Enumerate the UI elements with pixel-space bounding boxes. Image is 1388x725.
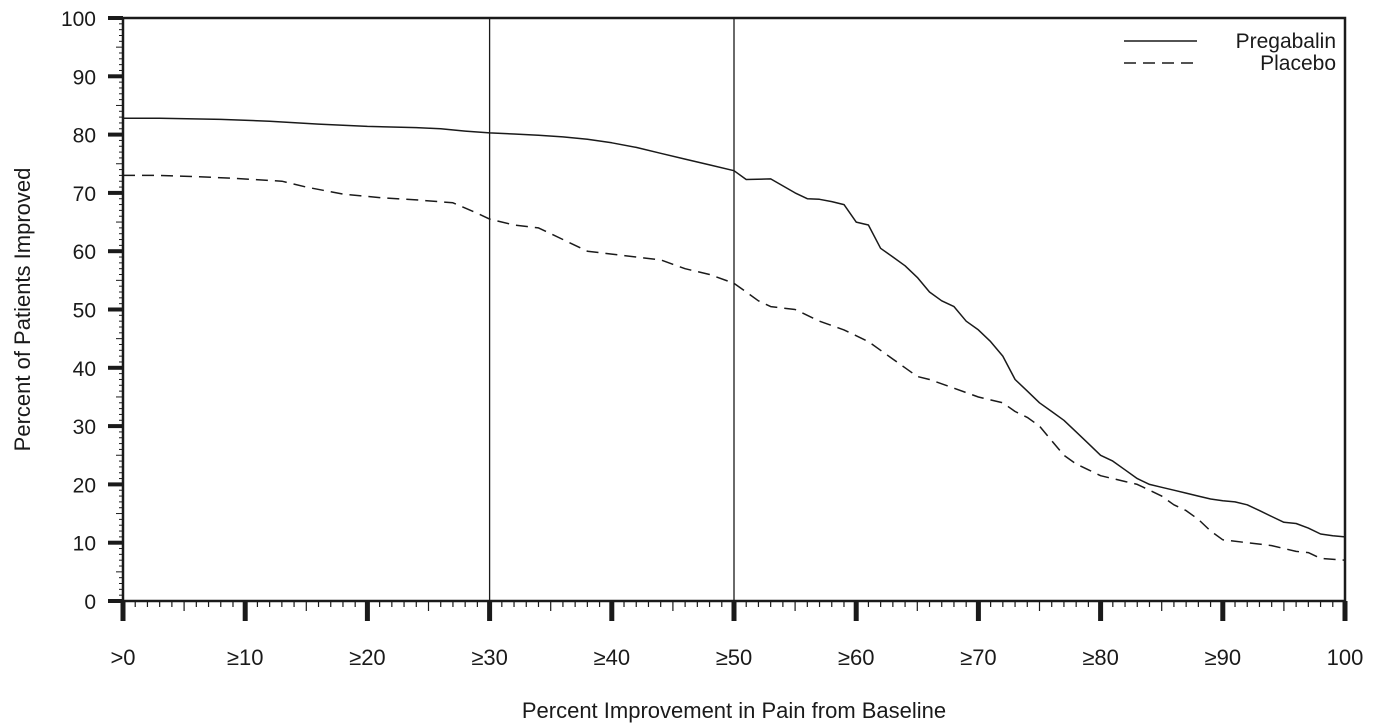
x-tick-label: >0 <box>110 645 135 670</box>
x-tick-label: ≥50 <box>716 645 753 670</box>
x-tick-label: ≥20 <box>349 645 386 670</box>
y-tick-label: 100 <box>61 8 96 31</box>
y-tick-label: 40 <box>73 358 96 381</box>
y-axis-label: Percent of Patients Improved <box>10 168 35 452</box>
x-tick-label: ≥60 <box>838 645 875 670</box>
x-tick-label: ≥90 <box>1205 645 1242 670</box>
x-tick-label: ≥40 <box>594 645 631 670</box>
x-tick-labels: >0 ≥10 ≥20 ≥30 ≥40 ≥50 ≥60 ≥70 ≥80 ≥90 100 <box>110 645 1363 670</box>
y-tick-label: 0 <box>84 591 96 614</box>
legend-label-placebo: Placebo <box>1260 52 1336 75</box>
y-tick-label: 70 <box>73 183 96 206</box>
legend-label-pregabalin: Pregabalin <box>1236 30 1336 53</box>
series-lines <box>123 117 1346 561</box>
y-tick-label: 60 <box>73 241 96 264</box>
x-tick-label: ≥70 <box>960 645 997 670</box>
y-tick-label: 20 <box>73 474 96 497</box>
y-tick-label: 10 <box>73 533 96 556</box>
y-tick-label: 30 <box>73 416 96 439</box>
series-line-placebo <box>123 174 1346 561</box>
series-line-pregabalin <box>123 117 1346 538</box>
y-tick-labels: 0 10 20 30 40 50 60 70 80 90 100 <box>61 8 96 614</box>
y-tick-label: 80 <box>73 125 96 148</box>
x-tick-label: ≥30 <box>471 645 508 670</box>
minor-ticks <box>116 23 1334 611</box>
x-tick-label: 100 <box>1327 645 1364 670</box>
y-tick-label: 90 <box>73 66 96 89</box>
x-tick-label: ≥10 <box>227 645 264 670</box>
reference-lines <box>488 18 735 601</box>
major-ticks <box>108 16 1348 621</box>
x-tick-label: ≥80 <box>1082 645 1119 670</box>
y-tick-label: 50 <box>73 300 96 323</box>
x-axis-label: Percent Improvement in Pain from Baselin… <box>522 698 946 723</box>
